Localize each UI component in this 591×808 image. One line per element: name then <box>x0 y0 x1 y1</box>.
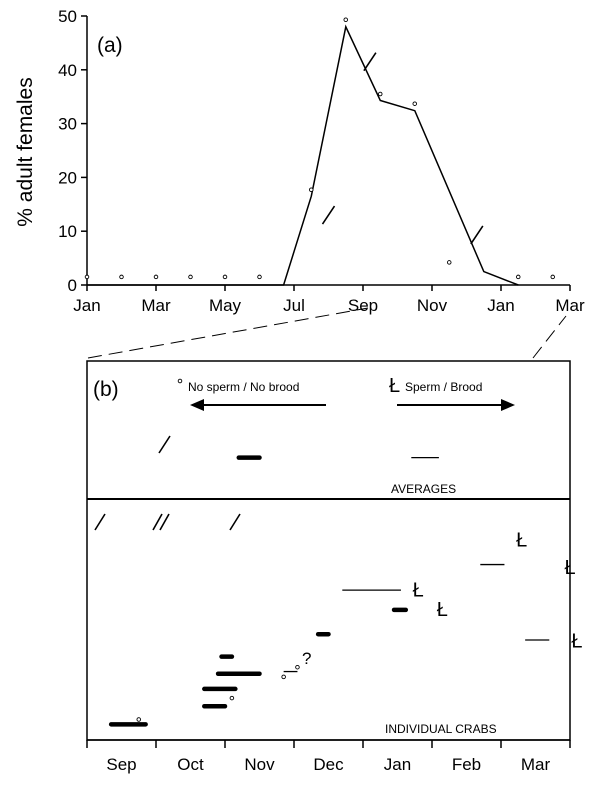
data-point <box>295 664 300 670</box>
panel-b-frame <box>86 360 571 741</box>
data-point <box>188 274 193 280</box>
data-point <box>222 274 228 280</box>
x-tick-label: Mar <box>141 296 171 315</box>
panel-a-chart: 0 10 20 30 40 50 Jan Mar May Jul Sep Nov Jan Mar (a)… <box>14 7 585 315</box>
data-point <box>153 274 159 280</box>
slash-mark <box>470 225 484 245</box>
panel-a-open-points <box>84 17 556 280</box>
x-tick-label: Dec <box>313 755 344 774</box>
x-tick-label: Nov <box>244 755 275 774</box>
slash-mark <box>159 513 170 531</box>
slash-mark <box>152 513 163 531</box>
x-tick-label: Sep <box>348 296 378 315</box>
x-tick-label: Sep <box>106 755 136 774</box>
data-point <box>343 17 349 23</box>
panel-b-open-points <box>136 664 300 722</box>
data-point <box>119 274 124 280</box>
data-point <box>84 274 90 280</box>
individual-crabs-label: INDIVIDUAL CRABS <box>385 722 497 736</box>
x-tick-label: Jan <box>384 755 411 774</box>
x-tick-label: Jul <box>283 296 305 315</box>
y-tick-label: 20 <box>58 168 77 187</box>
panel-a-label: (a) <box>97 34 123 57</box>
sperm-symbol: Ł <box>516 530 527 552</box>
data-point <box>447 260 452 265</box>
slash-mark <box>94 513 106 531</box>
data-point <box>378 91 383 97</box>
sperm-symbol: Ł <box>571 630 582 652</box>
legend-right-arrowhead <box>501 399 515 411</box>
legend-sperm-symbol: Ł <box>389 375 400 397</box>
data-point <box>516 274 521 280</box>
panel-a-slash-marks <box>321 52 484 245</box>
slash-mark <box>321 205 336 225</box>
panel-a-x-ticks: Jan Mar May Jul Sep Nov Jan Mar <box>73 285 585 315</box>
panel-b-chart: (b) No sperm / No brood Ł Sperm / Brood … <box>86 360 583 774</box>
data-point <box>229 695 235 701</box>
panel-b-slash-marks <box>94 435 241 531</box>
averages-label: AVERAGES <box>391 482 456 496</box>
panel-b-label: (b) <box>93 378 119 401</box>
zoom-connector-left <box>87 307 369 359</box>
panel-b-x-ticks: Sep Oct Nov Dec Jan Feb Mar <box>86 740 571 774</box>
x-tick-label: Mar <box>521 755 551 774</box>
zoom-connector-right <box>532 315 567 359</box>
slash-mark <box>158 435 171 454</box>
data-point <box>281 674 286 680</box>
data-point <box>136 717 141 722</box>
x-tick-label: Oct <box>177 755 204 774</box>
y-tick-label: 40 <box>58 61 77 80</box>
y-tick-label: 10 <box>58 222 77 241</box>
legend-sperm-label: Sperm / Brood <box>405 380 482 394</box>
y-tick-label: 30 <box>58 115 77 134</box>
y-tick-label: 0 <box>68 276 77 295</box>
sperm-symbol: Ł <box>437 599 448 621</box>
x-tick-label: Jan <box>73 296 100 315</box>
legend-no-sperm-label: No sperm / No brood <box>188 380 299 394</box>
data-point <box>257 274 262 280</box>
legend-open-point <box>177 378 183 384</box>
slash-mark <box>229 513 241 531</box>
slash-mark <box>363 52 377 72</box>
question-mark: ? <box>302 649 311 668</box>
data-point <box>550 274 556 280</box>
panel-a-y-ticks: 0 10 20 30 40 50 <box>58 7 87 295</box>
sperm-symbol: Ł <box>413 580 424 602</box>
x-tick-label: Nov <box>417 296 448 315</box>
y-tick-label: 50 <box>58 7 77 26</box>
panel-a-y-axis-title: % adult females <box>14 77 37 226</box>
x-tick-label: May <box>209 296 242 315</box>
x-tick-label: Jan <box>487 296 514 315</box>
panel-a-series-line <box>87 24 519 286</box>
panel-b-individual-segments <box>108 563 550 727</box>
data-point <box>309 187 314 193</box>
x-tick-label: Mar <box>555 296 585 315</box>
legend-left-arrowhead <box>190 399 204 411</box>
panel-b-legend: No sperm / No brood Ł Sperm / Brood <box>177 375 515 411</box>
x-tick-label: Feb <box>452 755 481 774</box>
data-point <box>412 101 418 106</box>
sperm-symbol: Ł <box>564 557 575 579</box>
